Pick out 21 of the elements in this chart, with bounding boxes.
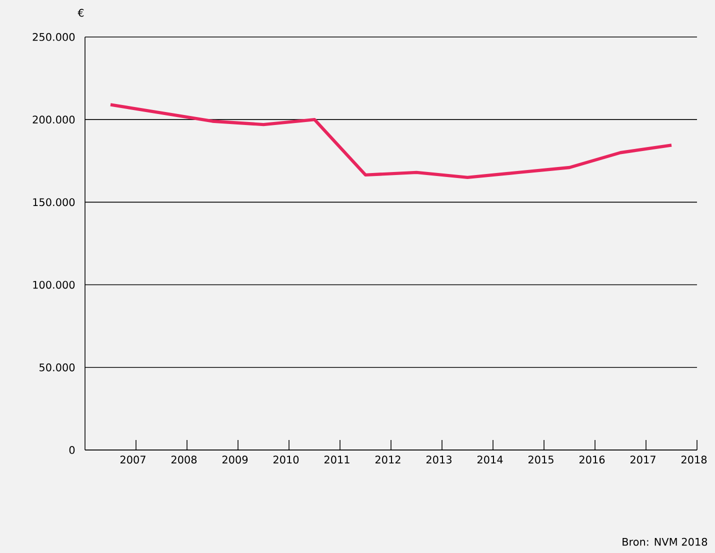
x-tick-label: 2015 bbox=[528, 456, 554, 464]
text: Bron: NVM 2018 bbox=[622, 538, 708, 546]
y-tick-label: 200.000 bbox=[32, 116, 75, 124]
x-tick-label: 2009 bbox=[222, 456, 248, 464]
x-tick-label: 2011 bbox=[324, 456, 350, 464]
x-tick-label: 2013 bbox=[426, 456, 452, 464]
x-tick-label: 2014 bbox=[477, 456, 503, 464]
x-tick-label: 2012 bbox=[375, 456, 400, 464]
line-series bbox=[108, 103, 674, 179]
x-tick-label: 2016 bbox=[579, 456, 605, 464]
x-tick-label: 2017 bbox=[630, 456, 656, 464]
y-tick-label: 100.000 bbox=[33, 280, 75, 289]
y-tick-label: 150.000 bbox=[33, 198, 75, 206]
y-tick-label: 250.000 bbox=[32, 33, 75, 41]
x-tick-label: 2018 bbox=[681, 456, 707, 464]
y-tick-label: 50.000 bbox=[40, 363, 75, 372]
x-tick-label: 2010 bbox=[273, 456, 299, 464]
y-axis-title: € bbox=[78, 8, 84, 17]
y-tick-label: 0 bbox=[69, 446, 75, 454]
x-tick-label: 2008 bbox=[171, 456, 197, 464]
x-tick-label: 2007 bbox=[120, 456, 146, 464]
